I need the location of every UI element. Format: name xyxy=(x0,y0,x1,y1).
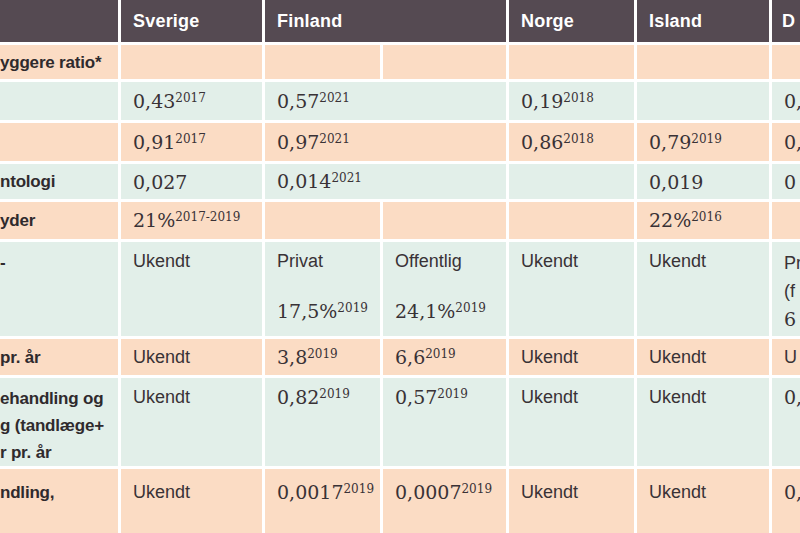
cell-r9-danmark-cut: 0, xyxy=(772,469,800,533)
header-cell-island: Island xyxy=(637,0,769,42)
cell-r4-sverige: 0,027 xyxy=(121,164,262,199)
row-label-ntologi: ntologi xyxy=(0,164,118,199)
cell-r4-danmark-cut: 0 xyxy=(772,164,800,199)
cell-r2-island xyxy=(637,82,769,120)
cell-r6-sverige: Ukendt xyxy=(121,242,262,336)
cell-r7-finland-offentlig: 6,62019 xyxy=(383,339,506,375)
table-crop: Sverige Finland Norge Island D yggere ra… xyxy=(0,0,800,533)
cell-r8-danmark-cut: 0, xyxy=(772,378,800,466)
cell-r2-sverige: 0,432017 xyxy=(121,82,262,120)
cell-r6-norge: Ukendt xyxy=(509,242,634,336)
row-label-behandling: ehandling og g (tandlæge+ r pr. år xyxy=(0,378,118,466)
cell-r6-danmark-cut: Pr (f 6 xyxy=(772,242,800,336)
cell-r9-sverige: Ukendt xyxy=(121,469,262,533)
header-cell-sverige: Sverige xyxy=(121,0,262,42)
header-cell-rowlabels xyxy=(0,0,118,42)
cell-r8-norge: Ukendt xyxy=(509,378,634,466)
finland-offentlig-heading: Offentlig xyxy=(395,251,462,271)
cell-r8-finland-privat: 0,822019 xyxy=(265,378,380,466)
cell-r1-norge xyxy=(509,45,634,79)
cell-r1-island xyxy=(637,45,769,79)
cell-r3-finland: 0,972021 xyxy=(265,123,506,161)
header-cell-finland: Finland xyxy=(265,0,506,42)
cell-r6-finland-privat: Privat 17,5%2019 xyxy=(265,242,380,336)
row-label-ratio: yggere ratio* xyxy=(0,45,118,79)
cell-r8-sverige: Ukendt xyxy=(121,378,262,466)
cell-r8-finland-offentlig: 0,572019 xyxy=(383,378,506,466)
cell-r5-danmark xyxy=(772,202,800,239)
cell-r3-sverige: 0,912017 xyxy=(121,123,262,161)
cell-r4-finland: 0,0142021 xyxy=(265,164,506,199)
cell-r8-island: Ukendt xyxy=(637,378,769,466)
cell-r3-island: 0,792019 xyxy=(637,123,769,161)
cell-r2-finland: 0,572021 xyxy=(265,82,506,120)
cell-r7-island: Ukendt xyxy=(637,339,769,375)
finland-privat-heading: Privat xyxy=(277,251,323,271)
row-label-r2 xyxy=(0,82,118,120)
cell-r6-island: Ukendt xyxy=(637,242,769,336)
cell-r6-finland-offentlig: Offentlig 24,1%2019 xyxy=(383,242,506,336)
cell-r3-danmark-cut: 0, xyxy=(772,123,800,161)
cell-r9-norge: Ukendt xyxy=(509,469,634,533)
cell-r7-danmark-cut: U xyxy=(772,339,800,375)
cell-r1-finland-privat xyxy=(265,45,380,79)
cell-r5-finland-offentlig xyxy=(383,202,506,239)
cell-r4-norge xyxy=(509,164,634,199)
cell-r7-norge: Ukendt xyxy=(509,339,634,375)
header-cell-norge: Norge xyxy=(509,0,634,42)
row-label-r6-cut: - xyxy=(0,242,118,336)
country-data-table: Sverige Finland Norge Island D yggere ra… xyxy=(0,0,800,533)
cell-r4-island: 0,019 xyxy=(637,164,769,199)
row-label-ndling: ndling, xyxy=(0,469,118,533)
cell-r9-island: Ukendt xyxy=(637,469,769,533)
cell-r5-finland-privat xyxy=(265,202,380,239)
cell-r1-danmark xyxy=(772,45,800,79)
cell-r5-island: 22%2016 xyxy=(637,202,769,239)
cell-r3-norge: 0,862018 xyxy=(509,123,634,161)
row-label-pr-aar: pr. år xyxy=(0,339,118,375)
cell-r1-sverige xyxy=(121,45,262,79)
cell-r7-finland-privat: 3,82019 xyxy=(265,339,380,375)
cell-r5-sverige: 21%2017-2019 xyxy=(121,202,262,239)
cell-r1-finland-offentlig xyxy=(383,45,506,79)
row-label-r3 xyxy=(0,123,118,161)
cell-r9-finland-privat: 0,00172019 xyxy=(265,469,380,533)
cell-r5-norge xyxy=(509,202,634,239)
cell-r9-finland-offentlig: 0,00072019 xyxy=(383,469,506,533)
cell-r2-danmark-cut: 0, xyxy=(772,82,800,120)
cell-r2-norge: 0,192018 xyxy=(509,82,634,120)
row-label-yder: yder xyxy=(0,202,118,239)
header-cell-danmark-cut: D xyxy=(772,0,800,42)
cell-r7-sverige: Ukendt xyxy=(121,339,262,375)
